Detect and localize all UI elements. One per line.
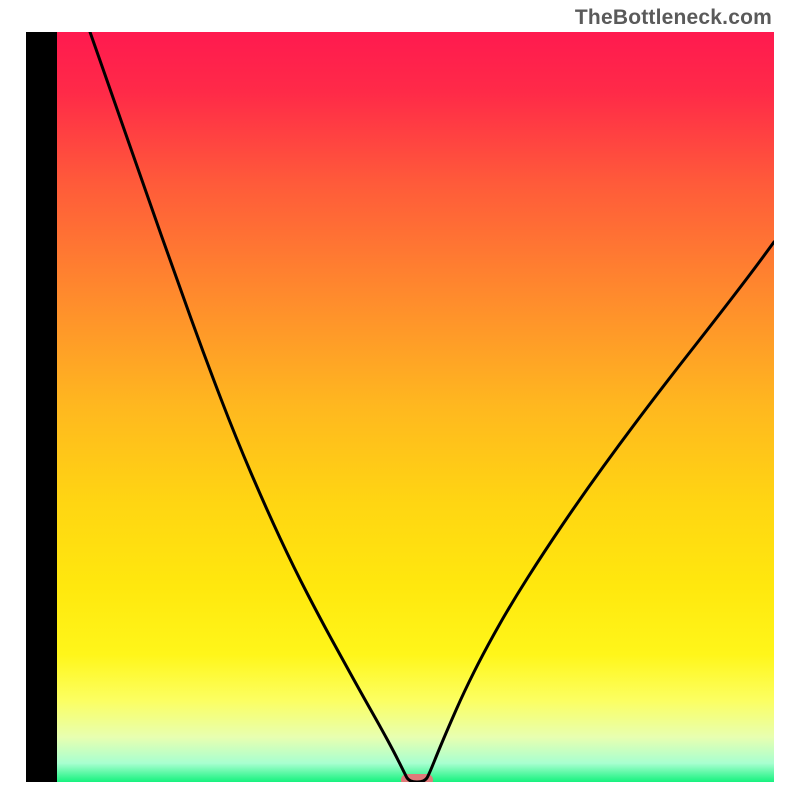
gradient-background — [57, 32, 774, 782]
watermark-text: TheBottleneck.com — [575, 6, 772, 30]
chart-frame — [26, 32, 774, 782]
chart-plot — [26, 32, 774, 782]
